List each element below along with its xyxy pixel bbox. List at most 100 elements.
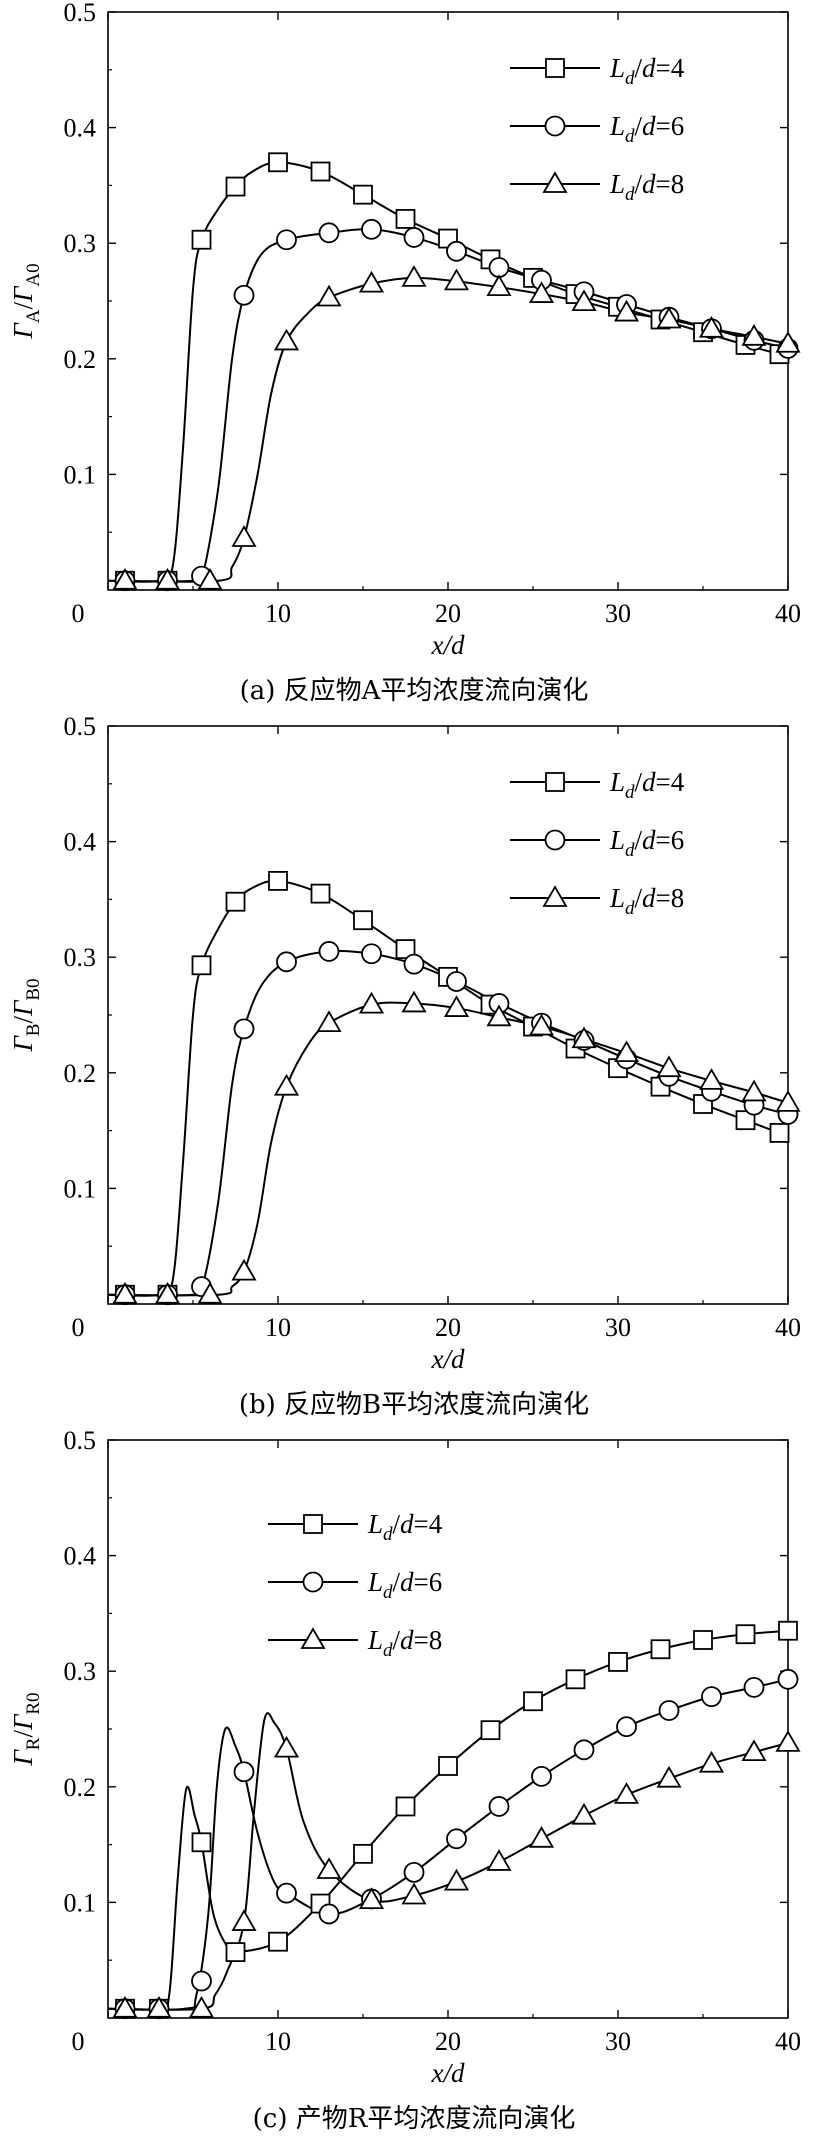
data-point-square (438, 1756, 458, 1776)
y-axis-label: ΓR/ΓR0 (8, 1692, 44, 1766)
legend-label: Ld/d=4 (609, 53, 685, 89)
y-tick-label: 0.4 (64, 1542, 97, 1571)
data-point-square (395, 939, 416, 960)
x-tick-label: 10 (265, 2027, 291, 2056)
data-point-square (268, 152, 288, 173)
data-point-triangle (154, 567, 181, 590)
x-tick-label: 0 (72, 599, 85, 628)
legend-marker-circle (544, 115, 566, 137)
data-point-triangle (197, 567, 223, 590)
data-point-triangle (443, 1868, 470, 1891)
data-point-triangle (316, 1857, 342, 1879)
data-point-square (268, 1931, 288, 1952)
data-point-circle (488, 257, 510, 278)
data-point-triangle (146, 1995, 172, 2018)
x-tick-label: 20 (435, 2027, 461, 2056)
data-point-square (225, 891, 246, 912)
legend-label: Ld/d=6 (609, 825, 684, 861)
data-point-circle (743, 1676, 765, 1698)
plot-frame (107, 1439, 789, 2019)
data-point-square (353, 1843, 373, 1864)
data-point-triangle (273, 1073, 300, 1096)
data-point-circle (318, 1903, 340, 1925)
x-tick-label: 30 (605, 1313, 631, 1342)
x-axis-label: x/d (431, 630, 465, 660)
data-point-triangle (698, 1068, 725, 1090)
legend-label: Ld/d=6 (609, 111, 684, 147)
data-point-triangle (613, 299, 640, 322)
data-point-triangle (613, 1040, 640, 1063)
x-tick-label: 40 (775, 1313, 801, 1342)
series-line-square (108, 1629, 788, 2011)
data-point-square (735, 1110, 756, 1131)
data-point-triangle (613, 1782, 640, 1804)
series-markers-square (115, 871, 790, 1305)
data-point-triangle (528, 1013, 555, 1036)
series-lines (108, 1629, 788, 2011)
data-point-square (565, 1669, 586, 1690)
data-point-triangle (528, 281, 555, 303)
data-point-triangle (443, 995, 470, 1017)
x-tick-label: 0 (72, 2027, 85, 2056)
y-label-slash: / (8, 1730, 38, 1738)
data-point-triangle (358, 1887, 385, 1909)
y-tick-label: 0.2 (64, 345, 97, 374)
data-point-triangle (188, 1995, 215, 2018)
x-tick-label: 30 (605, 2027, 631, 2056)
y-tick-label: 0.1 (64, 1888, 97, 1917)
data-point-triangle (571, 289, 597, 312)
data-point-square (693, 1630, 713, 1650)
data-point-triangle (741, 1079, 767, 1102)
data-point-triangle (112, 567, 138, 590)
data-point-circle (403, 1861, 425, 1883)
y-label-slash: / (8, 1016, 38, 1024)
data-point-triangle (273, 1735, 300, 1758)
data-point-circle (658, 1700, 680, 1721)
legend-marker-square (303, 1514, 323, 1534)
chart-panel-a: 0 10 20 30 40 0.1 0.2 0.3 0.4 0.5 x/d ΓA/ΓA0 Ld/d=4 L… (0, 0, 828, 714)
legend-marker-square (545, 772, 565, 792)
y-label-sub: R (23, 1737, 44, 1750)
y-label-sub2: R0 (23, 1692, 44, 1714)
x-axis-label: x/d (431, 2058, 465, 2088)
data-point-circle (403, 953, 425, 975)
data-point-circle (701, 1686, 722, 1708)
series-markers-square (115, 1620, 798, 2019)
data-point-square (268, 871, 288, 891)
data-point-square (650, 1639, 671, 1660)
data-point-triangle (528, 1826, 555, 1848)
legend-marker-triangle (542, 885, 568, 907)
data-point-circle (446, 240, 467, 262)
y-label-symbol2: Γ (8, 1713, 38, 1731)
y-tick-label: 0.3 (64, 1657, 97, 1686)
y-tick-label: 0.1 (64, 1174, 97, 1203)
data-point-square (310, 883, 331, 904)
y-label-slash: / (8, 302, 38, 310)
legend: Ld/d=4 Ld/d=6 Ld/d=8 (510, 53, 685, 205)
data-point-circle (233, 284, 255, 306)
data-point-square (191, 955, 212, 976)
legend-label: Ld/d=8 (609, 883, 684, 919)
data-point-triangle (775, 1730, 801, 1752)
data-point-square (523, 1691, 543, 1712)
x-tick-label: 10 (265, 1313, 291, 1342)
data-point-square (310, 161, 331, 182)
chart-panel-c: 0 10 20 30 40 0.1 0.2 0.3 0.4 0.5 x/d ΓR/ΓR0 Ld/d=4 L… (0, 1428, 828, 2142)
series-markers-triangle (112, 990, 801, 1304)
legend: Ld/d=4 Ld/d=6 Ld/d=8 (510, 767, 685, 919)
series-lines (108, 161, 788, 584)
series-markers-circle (114, 1668, 799, 2020)
data-point-triangle (656, 1765, 682, 1788)
x-tick-label: 40 (775, 599, 801, 628)
data-point-circle (318, 222, 340, 244)
chart-a: 0 10 20 30 400.10.20.30.40.5x/dΓA/ΓA0Ld/d=4L… (8, 0, 801, 660)
legend-marker-triangle (300, 1627, 326, 1649)
data-point-circle (233, 1761, 255, 1783)
y-tick-label: 0.5 (64, 1428, 97, 1455)
data-point-triangle (698, 315, 725, 338)
y-label-symbol: Γ (8, 1035, 38, 1053)
y-label-symbol: Γ (8, 1749, 38, 1767)
data-point-circle (276, 229, 297, 251)
data-point-triangle (656, 1055, 682, 1078)
series-line-circle (108, 949, 788, 1297)
